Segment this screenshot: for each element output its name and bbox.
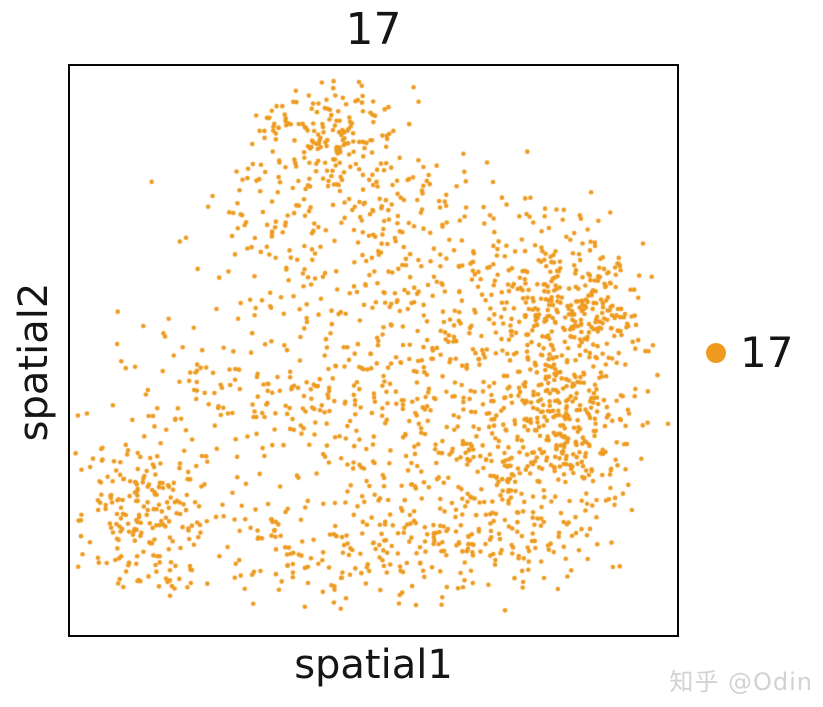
y-axis-label: spatial2 [11,282,57,442]
x-axis-label: spatial1 [294,642,453,688]
legend-label: 17 [740,328,794,377]
legend: 17 [706,332,793,374]
scatter-canvas [70,66,677,635]
plot-title: 17 [345,4,402,55]
legend-marker-icon [706,343,726,363]
plot-area [68,64,679,637]
watermark: 知乎 @Odin [669,668,813,696]
